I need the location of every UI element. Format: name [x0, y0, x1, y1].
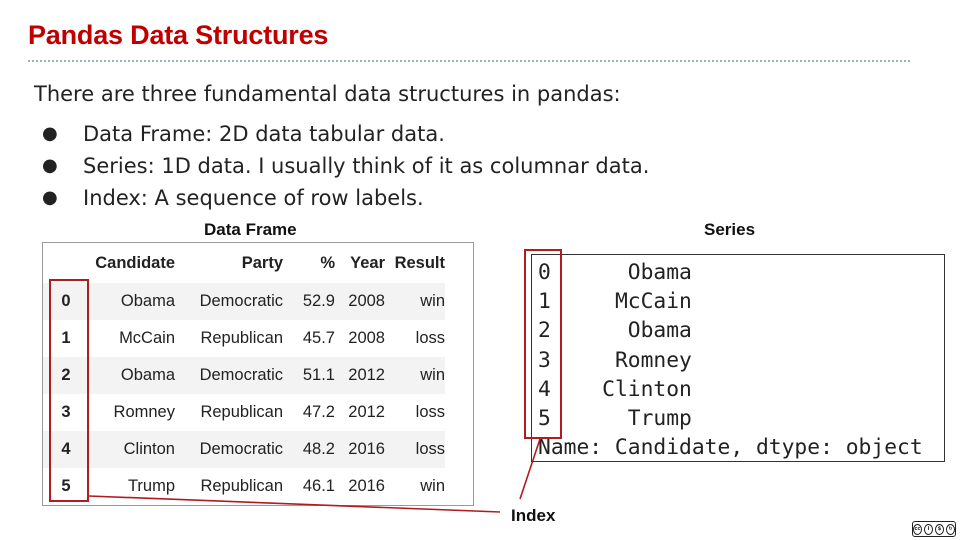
table-row: 4 Clinton Democratic 48.2 2016 loss	[43, 431, 445, 468]
bullet-icon: ●	[42, 155, 58, 176]
series-index-highlight	[524, 249, 562, 439]
table-row: 0 Obama Democratic 52.9 2008 win	[43, 283, 445, 320]
series-value: Obama	[627, 260, 692, 285]
table-cell: 2008	[348, 329, 385, 347]
table-row: 3 Romney Republican 47.2 2012 loss	[43, 394, 445, 431]
dataframe-caption: Data Frame	[204, 220, 297, 239]
table-cell: Trump	[127, 477, 175, 495]
table-cell: win	[420, 477, 445, 495]
table-cell: 2008	[348, 292, 385, 310]
table-row: 2 Obama Democratic 51.1 2012 win	[43, 357, 445, 394]
table-cell: 48.2	[302, 440, 335, 458]
series-index: 1	[538, 289, 551, 315]
series-index: 0	[538, 260, 551, 285]
column-header: Result	[394, 253, 445, 272]
series-index: 4	[538, 376, 551, 402]
index-label: Index	[511, 506, 556, 525]
table-cell: Republican	[200, 329, 283, 347]
series-value: Romney	[614, 347, 692, 373]
table-cell: 2016	[348, 440, 385, 458]
column-header: Year	[350, 253, 385, 272]
row-index: 1	[61, 329, 71, 347]
table-cell: loss	[415, 329, 445, 347]
table-cell: Democratic	[199, 292, 283, 310]
dataframe-index-highlight	[49, 279, 89, 502]
row-index: 3	[61, 403, 71, 421]
table-cell: 2012	[348, 366, 385, 384]
series-output: 0 Obama 1 McCain 2 Obama 3 Romney 4 Clin…	[538, 258, 923, 462]
table-cell: 45.7	[302, 329, 335, 347]
column-header: Party	[241, 253, 283, 272]
table-cell: McCain	[119, 329, 175, 347]
table-row: 1 McCain Republican 45.7 2008 loss	[43, 320, 445, 357]
slide-title: Pandas Data Structures	[28, 20, 329, 50]
series-index: 5	[538, 406, 551, 432]
table-cell: 47.2	[302, 403, 335, 421]
row-index: 0	[61, 292, 71, 310]
table-cell: win	[420, 292, 445, 310]
table-cell: loss	[415, 440, 445, 458]
table-cell: Obama	[120, 292, 175, 310]
bullet-icon: ●	[42, 187, 58, 208]
table-cell: Democratic	[199, 366, 283, 384]
table-cell: 46.1	[302, 477, 335, 495]
table-cell: 2016	[348, 477, 385, 495]
table-cell: Republican	[200, 477, 283, 495]
cc-by-nc-sa-icon: cc i $ ↻	[912, 521, 956, 537]
title-divider	[28, 60, 910, 62]
series-footer: Name: Candidate, dtype: object	[538, 435, 923, 461]
table-cell: Obama	[120, 366, 175, 384]
series-value: Clinton	[602, 376, 692, 402]
row-index: 5	[61, 477, 71, 495]
dataframe-table-panel: Candidate Party % Year Result 0 Obama De…	[42, 242, 474, 506]
table-cell: Democratic	[199, 440, 283, 458]
table-cell: Romney	[113, 403, 175, 421]
row-index: 2	[61, 366, 71, 384]
table-header-row: Candidate Party % Year Result	[43, 243, 445, 283]
table-cell: 2012	[348, 403, 385, 421]
series-output-panel: 0 Obama 1 McCain 2 Obama 3 Romney 4 Clin…	[531, 254, 945, 462]
dataframe-table: Candidate Party % Year Result 0 Obama De…	[43, 243, 445, 505]
row-index: 4	[61, 440, 71, 458]
table-cell: 52.9	[302, 292, 335, 310]
series-value: Obama	[627, 318, 692, 344]
series-index: 2	[538, 318, 551, 344]
bullet-icon: ●	[42, 123, 58, 144]
table-cell: 51.1	[302, 366, 335, 384]
table-row: 5 Trump Republican 46.1 2016 win	[43, 468, 445, 505]
intro-text: There are three fundamental data structu…	[34, 82, 621, 106]
column-header: %	[320, 253, 335, 272]
column-header: Candidate	[95, 253, 175, 272]
series-value: Trump	[627, 406, 692, 432]
table-cell: Clinton	[123, 440, 175, 458]
connector-line-left	[88, 495, 501, 513]
table-cell: Republican	[200, 403, 283, 421]
table-cell: win	[420, 366, 445, 384]
series-index: 3	[538, 347, 551, 373]
series-value: McCain	[614, 289, 692, 315]
table-cell: loss	[415, 403, 445, 421]
series-caption: Series	[704, 220, 756, 239]
connector-line-right	[519, 438, 541, 500]
